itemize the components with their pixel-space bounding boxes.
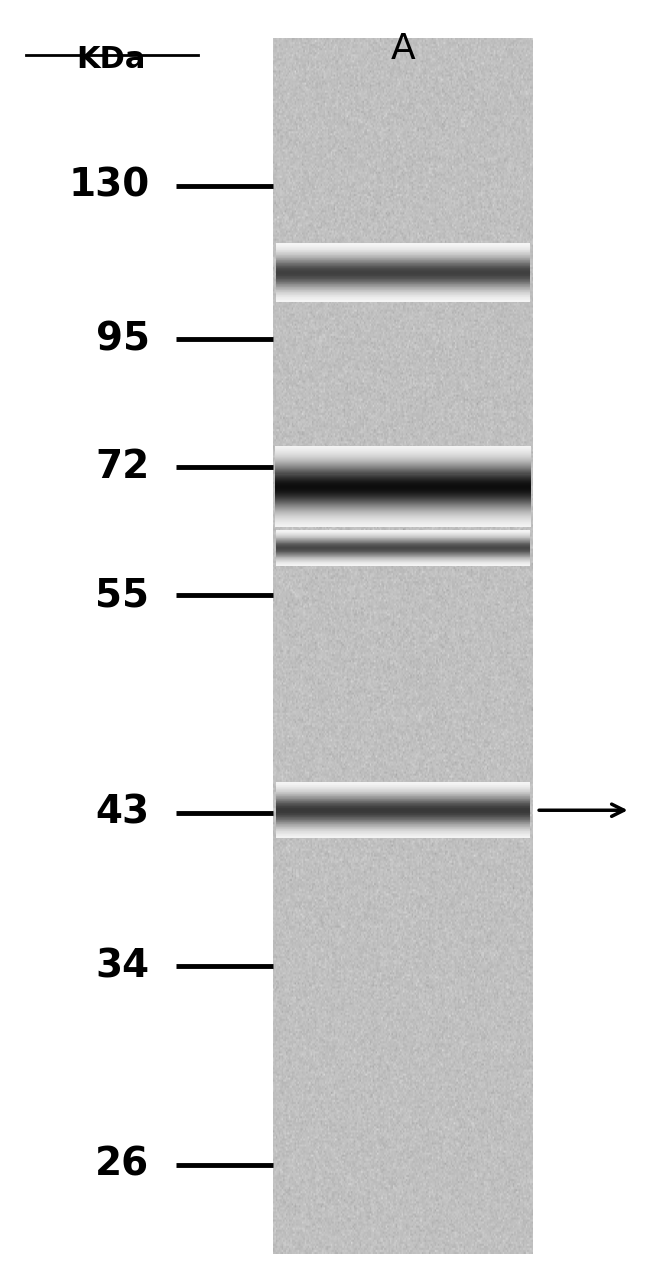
Bar — [275, 483, 531, 484]
Bar — [275, 497, 531, 499]
Bar — [275, 520, 531, 521]
Bar — [275, 489, 531, 490]
Bar — [275, 476, 531, 477]
Bar — [275, 525, 531, 526]
Bar — [275, 498, 531, 499]
Text: 26: 26 — [96, 1146, 150, 1184]
Bar — [275, 502, 531, 504]
Bar — [275, 511, 531, 512]
Text: 43: 43 — [96, 794, 150, 832]
Bar — [275, 503, 531, 504]
Text: A: A — [391, 32, 415, 67]
Bar — [275, 463, 531, 466]
Bar — [275, 458, 531, 460]
Bar — [275, 467, 531, 468]
Bar — [275, 502, 531, 503]
Text: 55: 55 — [96, 576, 150, 614]
Bar — [275, 508, 531, 509]
Bar — [275, 445, 531, 447]
Bar — [275, 507, 531, 509]
Bar — [275, 468, 531, 471]
Bar — [275, 486, 531, 488]
Bar — [275, 458, 531, 461]
Bar — [275, 518, 531, 520]
Bar — [275, 463, 531, 465]
Bar — [275, 480, 531, 481]
Bar — [275, 460, 531, 461]
Text: 34: 34 — [96, 947, 150, 986]
Bar — [275, 507, 531, 508]
Bar — [275, 522, 531, 524]
Bar — [275, 461, 531, 462]
Bar — [275, 468, 531, 470]
Bar — [275, 516, 531, 517]
Bar — [275, 526, 531, 527]
Bar — [275, 506, 531, 507]
Bar — [275, 492, 531, 493]
Bar — [275, 488, 531, 490]
Bar — [275, 477, 531, 480]
Bar — [275, 470, 531, 471]
Bar — [275, 481, 531, 483]
Bar — [275, 484, 531, 485]
Bar — [275, 515, 531, 516]
Bar — [275, 494, 531, 495]
Bar — [275, 521, 531, 522]
Bar — [275, 488, 531, 489]
Bar — [275, 493, 531, 495]
Bar — [275, 504, 531, 506]
Text: 130: 130 — [68, 166, 150, 205]
Bar — [275, 509, 531, 511]
Bar — [275, 471, 531, 472]
Bar — [275, 456, 531, 457]
Bar — [275, 472, 531, 474]
Text: 95: 95 — [96, 320, 150, 358]
Bar — [275, 474, 531, 476]
Bar — [275, 500, 531, 502]
Bar — [275, 474, 531, 475]
Bar — [275, 524, 531, 525]
Bar — [275, 513, 531, 515]
Bar — [275, 493, 531, 494]
Bar — [275, 475, 531, 476]
Text: 72: 72 — [96, 448, 150, 486]
Bar — [275, 451, 531, 452]
Bar — [275, 466, 531, 467]
Bar — [275, 465, 531, 466]
Bar — [275, 499, 531, 500]
Bar — [275, 454, 531, 456]
Bar — [275, 495, 531, 497]
Bar — [275, 453, 531, 454]
Bar — [275, 479, 531, 480]
Bar — [275, 517, 531, 518]
Bar — [275, 452, 531, 453]
Bar — [275, 497, 531, 498]
Bar — [275, 483, 531, 485]
Bar — [275, 448, 531, 449]
Bar — [275, 449, 531, 451]
Bar — [275, 457, 531, 458]
Bar — [275, 454, 531, 456]
Bar — [275, 477, 531, 479]
Bar — [275, 517, 531, 518]
Bar — [275, 512, 531, 515]
Bar — [275, 447, 531, 448]
Bar — [275, 490, 531, 492]
Bar — [275, 462, 531, 463]
Bar — [275, 485, 531, 486]
Bar — [275, 449, 531, 452]
Text: KDa: KDa — [76, 45, 145, 74]
Bar — [275, 512, 531, 513]
Bar — [275, 521, 531, 524]
